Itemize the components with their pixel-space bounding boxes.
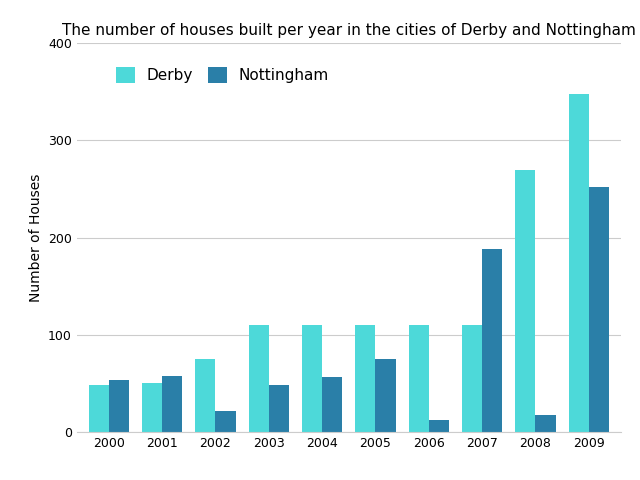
Bar (536, 416, 556, 432)
Y-axis label: Number of Houses: Number of Houses (29, 173, 42, 302)
Bar (408, 325, 429, 432)
Bar (248, 325, 269, 432)
Bar (355, 325, 376, 432)
Bar (195, 359, 216, 432)
Bar (142, 384, 162, 432)
Title: The number of houses built per year in the cities of Derby and Nottingham: The number of houses built per year in t… (62, 23, 636, 38)
Bar (109, 381, 129, 432)
Legend: Derby, Nottingham: Derby, Nottingham (111, 62, 334, 88)
Bar (376, 359, 396, 432)
Bar (589, 187, 609, 432)
Bar (482, 249, 502, 432)
Bar (216, 410, 236, 432)
Bar (322, 377, 342, 432)
Bar (515, 169, 536, 432)
Bar (269, 385, 289, 432)
Bar (568, 94, 589, 432)
Bar (88, 385, 109, 432)
Bar (162, 376, 182, 432)
Bar (462, 325, 482, 432)
Bar (429, 420, 449, 432)
Bar (302, 325, 322, 432)
